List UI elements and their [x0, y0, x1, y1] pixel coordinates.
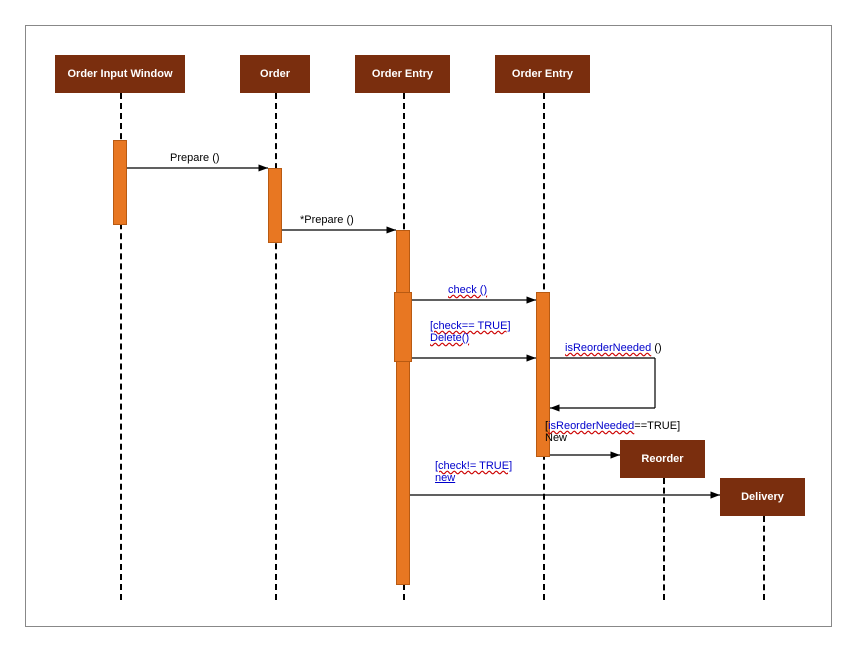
actor-a5: Reorder	[620, 440, 705, 478]
message-label-2: check ()	[448, 284, 487, 296]
message-label-0: Prepare ()	[170, 152, 220, 164]
actor-a2: Order	[240, 55, 310, 93]
activation-0	[113, 140, 127, 225]
lifeline-a6	[763, 516, 765, 600]
message-label-4: isReorderNeeded ()	[565, 342, 662, 354]
message-label-3: [check== TRUE]Delete()	[430, 320, 511, 344]
activation-2	[396, 230, 410, 585]
actor-a3: Order Entry	[355, 55, 450, 93]
activation-4	[394, 292, 412, 362]
arrows-layer	[0, 0, 856, 659]
message-label-6: [check!= TRUE]new	[435, 460, 512, 484]
lifeline-a5	[663, 478, 665, 600]
actor-a6: Delivery	[720, 478, 805, 516]
activation-1	[268, 168, 282, 243]
message-label-5: [isReorderNeeded==TRUE]New	[545, 420, 680, 444]
actor-a1: Order Input Window	[55, 55, 185, 93]
actor-a4: Order Entry	[495, 55, 590, 93]
message-label-1: *Prepare ()	[300, 214, 354, 226]
